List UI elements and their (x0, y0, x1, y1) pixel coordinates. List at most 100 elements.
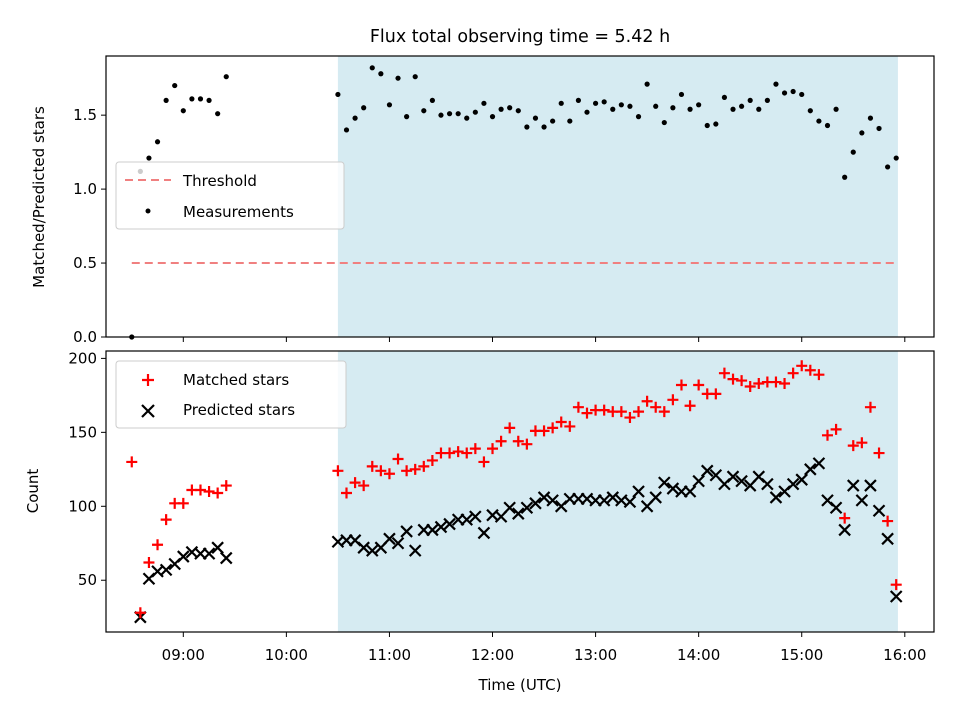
ratio-y-ticks: 0.0 0.5 1.0 1.5 (73, 106, 106, 346)
measurement-point (876, 125, 882, 132)
measurement-point (713, 121, 719, 127)
y-tick-label: 1.5 (73, 106, 97, 124)
measurement-point (223, 74, 229, 80)
matched-stars-point (126, 456, 138, 468)
matched-stars-point (495, 435, 507, 447)
matched-stars-point (598, 404, 610, 416)
measurement-point (455, 111, 461, 117)
x-tick-label: 16:00 (883, 646, 926, 664)
matched-stars-point (864, 401, 876, 413)
measurement-point (575, 97, 582, 103)
y-tick-label: 1.0 (73, 180, 97, 198)
ratio-legend: Threshold Measurements (115, 161, 345, 230)
predicted-stars-point (838, 523, 851, 537)
matched-stars-point (366, 460, 378, 472)
predicted-stars-point (632, 485, 645, 498)
measurement-point (635, 114, 642, 120)
measurement-point (773, 81, 779, 87)
x-tick-label: 10:00 (265, 646, 308, 664)
matched-stars-point (787, 367, 799, 379)
measurement-point (352, 115, 358, 121)
matched-stars-point (418, 460, 430, 472)
matched-stars-point (572, 401, 584, 413)
measurement-point (421, 108, 427, 114)
count-observing-window (337, 351, 898, 632)
predicted-stars-point (537, 491, 551, 504)
predicted-stars-series (134, 457, 903, 624)
measurement-point (472, 109, 478, 115)
matched-stars-point (641, 395, 653, 407)
measurement-point (885, 164, 891, 170)
matched-stars-point (143, 556, 155, 568)
predicted-stars-point (881, 532, 894, 546)
x-tick-label: 13:00 (574, 646, 617, 664)
matched-stars-point (383, 468, 395, 480)
predicted-stars-point (443, 517, 456, 531)
matched-stars-point (194, 484, 206, 496)
measurement-point (670, 105, 676, 111)
matched-stars-point (856, 437, 868, 449)
predicted-stars-point (159, 563, 173, 577)
predicted-stars-point (520, 501, 534, 515)
measurement-point (215, 111, 221, 117)
matched-stars-point (753, 378, 765, 390)
count-x-ticks: 09:00 10:00 11:00 12:00 13:00 14:00 15:00 16:00 (162, 632, 926, 664)
predicted-stars-point (855, 494, 869, 507)
matched-stars-point (710, 388, 722, 400)
measurements-legend-label: Measurements (183, 203, 294, 221)
count-plot-frame (105, 350, 935, 633)
matched-stars-point (882, 515, 894, 527)
measurement-point (550, 118, 556, 124)
measurement-point (172, 82, 178, 89)
matched-stars-point (547, 422, 559, 434)
y-tick-label: 200 (68, 349, 97, 367)
y-tick-label: 0.5 (73, 254, 97, 272)
measurement-point (395, 75, 401, 81)
measurement-point (790, 88, 796, 95)
predicted-stars-point (177, 550, 190, 563)
measurement-point (859, 130, 865, 136)
predicted-stars-point (202, 547, 216, 560)
measurement-point (515, 108, 521, 114)
matched-stars-point (401, 465, 413, 477)
measurement-point (781, 90, 788, 96)
y-tick-label: 0.0 (73, 328, 97, 346)
predicted-stars-point (426, 523, 439, 537)
matched-stars-point (538, 425, 550, 437)
predicted-stars-point (726, 470, 740, 483)
predicted-stars-point (546, 494, 559, 507)
measurement-point (618, 102, 624, 108)
predicted-stars-point (666, 482, 680, 495)
predicted-stars-point (477, 526, 491, 540)
count-panel: 50 100 150 200 09:00 10:00 11:00 12:00 13:00 14:… (24, 349, 935, 694)
measurement-point (335, 91, 341, 98)
predicted-stars-point (829, 501, 843, 515)
matched-stars-point (658, 406, 670, 418)
predicted-stars-point (606, 491, 620, 504)
measurement-point (197, 96, 204, 102)
matched-stars-point (452, 446, 464, 458)
measurement-point (481, 100, 487, 106)
matched-stars-point (504, 422, 516, 434)
predicted-stars-legend-label: Predicted stars (183, 401, 295, 419)
x-tick-label: 09:00 (162, 646, 205, 664)
matched-stars-point (813, 369, 825, 381)
measurement-point (541, 124, 547, 130)
y-tick-label: 150 (68, 423, 97, 441)
measurement-point (687, 106, 693, 112)
predicted-stars-point (658, 476, 671, 489)
matched-stars-legend-label: Matched stars (183, 371, 289, 389)
measurement-point (378, 71, 384, 77)
measurement-point (721, 94, 728, 101)
matched-stars-point (203, 486, 215, 497)
predicted-stars-point (357, 541, 370, 554)
measurement-point (438, 112, 444, 118)
measurement-point (739, 103, 745, 109)
matched-stars-point (675, 379, 687, 391)
matched-stars-point (581, 407, 593, 419)
predicted-stars-point (623, 495, 637, 509)
matched-stars-point (392, 453, 404, 465)
matched-stars-point (512, 435, 524, 447)
measurement-point (850, 149, 856, 155)
